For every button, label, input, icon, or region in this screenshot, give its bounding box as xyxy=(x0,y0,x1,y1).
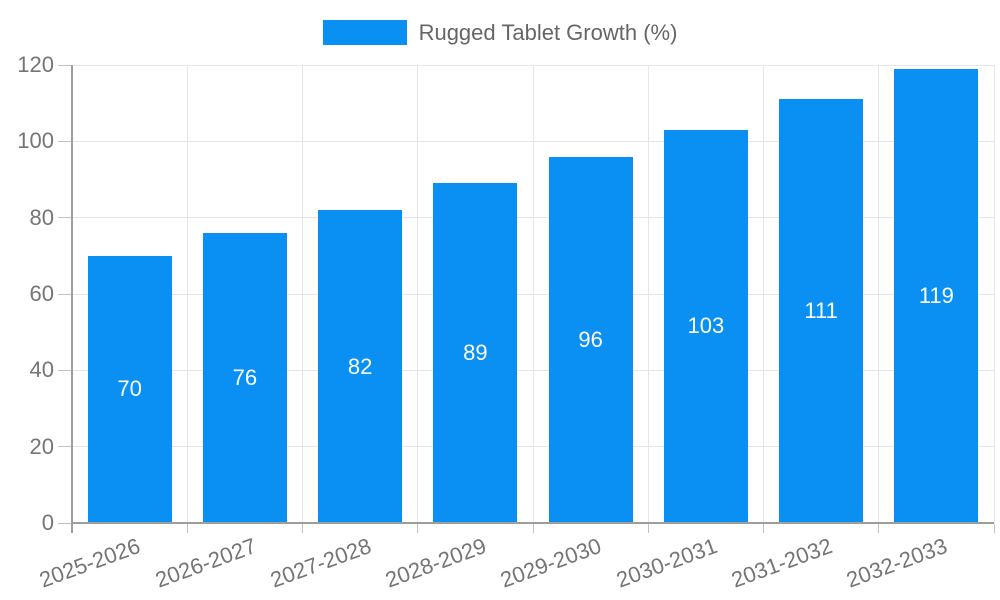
bar-value-label: 103 xyxy=(687,313,725,339)
y-tick-label: 0 xyxy=(41,510,54,535)
x-tick-label: 2029-2030 xyxy=(497,533,605,593)
y-tick-label: 60 xyxy=(29,281,54,306)
bar xyxy=(433,183,518,523)
y-tick-label: 40 xyxy=(29,357,54,383)
y-tick-label: 100 xyxy=(17,128,54,154)
bar-value-label: 76 xyxy=(232,364,258,390)
bar xyxy=(548,156,633,523)
y-axis-line xyxy=(71,65,73,533)
chart-legend[interactable]: Rugged Tablet Growth (%) xyxy=(0,20,1000,45)
bar xyxy=(779,99,864,523)
bar xyxy=(318,210,403,523)
bar xyxy=(663,129,748,523)
y-axis-tick xyxy=(58,446,72,448)
x-axis-line xyxy=(72,522,994,524)
bar-value-label: 89 xyxy=(463,340,488,366)
bar xyxy=(894,68,979,523)
legend-swatch xyxy=(322,20,407,45)
x-axis-tick xyxy=(763,524,764,533)
x-tick-label: 2025-2026 xyxy=(36,533,144,593)
x-tick-label: 2032-2033 xyxy=(843,533,951,593)
x-axis-tick xyxy=(532,524,534,533)
bar-value-label: 111 xyxy=(804,298,838,324)
x-tick-label: 2031-2032 xyxy=(727,533,836,593)
x-axis-tick xyxy=(186,524,188,533)
bar-value-label: 119 xyxy=(918,282,954,308)
v-gridline xyxy=(186,65,188,523)
y-tick-label: 20 xyxy=(29,433,54,459)
x-tick-label: 2027-2028 xyxy=(266,533,375,593)
y-tick-label: 120 xyxy=(17,52,54,77)
x-tick-label: 2026-2027 xyxy=(151,533,260,593)
x-axis-tick xyxy=(417,524,419,533)
bar-value-label: 96 xyxy=(578,326,603,352)
y-axis-tick xyxy=(58,217,72,219)
bar-value-label: 82 xyxy=(347,353,373,379)
y-axis-tick xyxy=(58,293,72,295)
x-axis-tick xyxy=(647,524,649,533)
v-gridline xyxy=(878,65,880,523)
x-axis-tick xyxy=(878,524,880,533)
v-gridline xyxy=(302,65,303,523)
v-gridline xyxy=(532,65,534,523)
v-gridline xyxy=(647,65,649,523)
v-gridline xyxy=(417,65,419,523)
legend-label: Rugged Tablet Growth (%) xyxy=(418,20,678,45)
x-tick-label: 2030-2031 xyxy=(612,533,721,593)
x-tick-label: 2028-2029 xyxy=(382,533,490,593)
y-axis-tick xyxy=(58,522,72,524)
x-axis-tick xyxy=(993,524,995,533)
y-axis-tick xyxy=(58,369,72,371)
y-tick-label: 80 xyxy=(29,204,54,230)
bar xyxy=(87,255,172,523)
v-gridline xyxy=(763,65,764,523)
bar xyxy=(202,232,287,523)
bar-value-label: 70 xyxy=(117,376,142,402)
v-gridline xyxy=(993,65,995,523)
x-axis-tick xyxy=(302,524,303,533)
y-axis-tick xyxy=(58,64,72,66)
y-axis-tick xyxy=(58,140,72,142)
